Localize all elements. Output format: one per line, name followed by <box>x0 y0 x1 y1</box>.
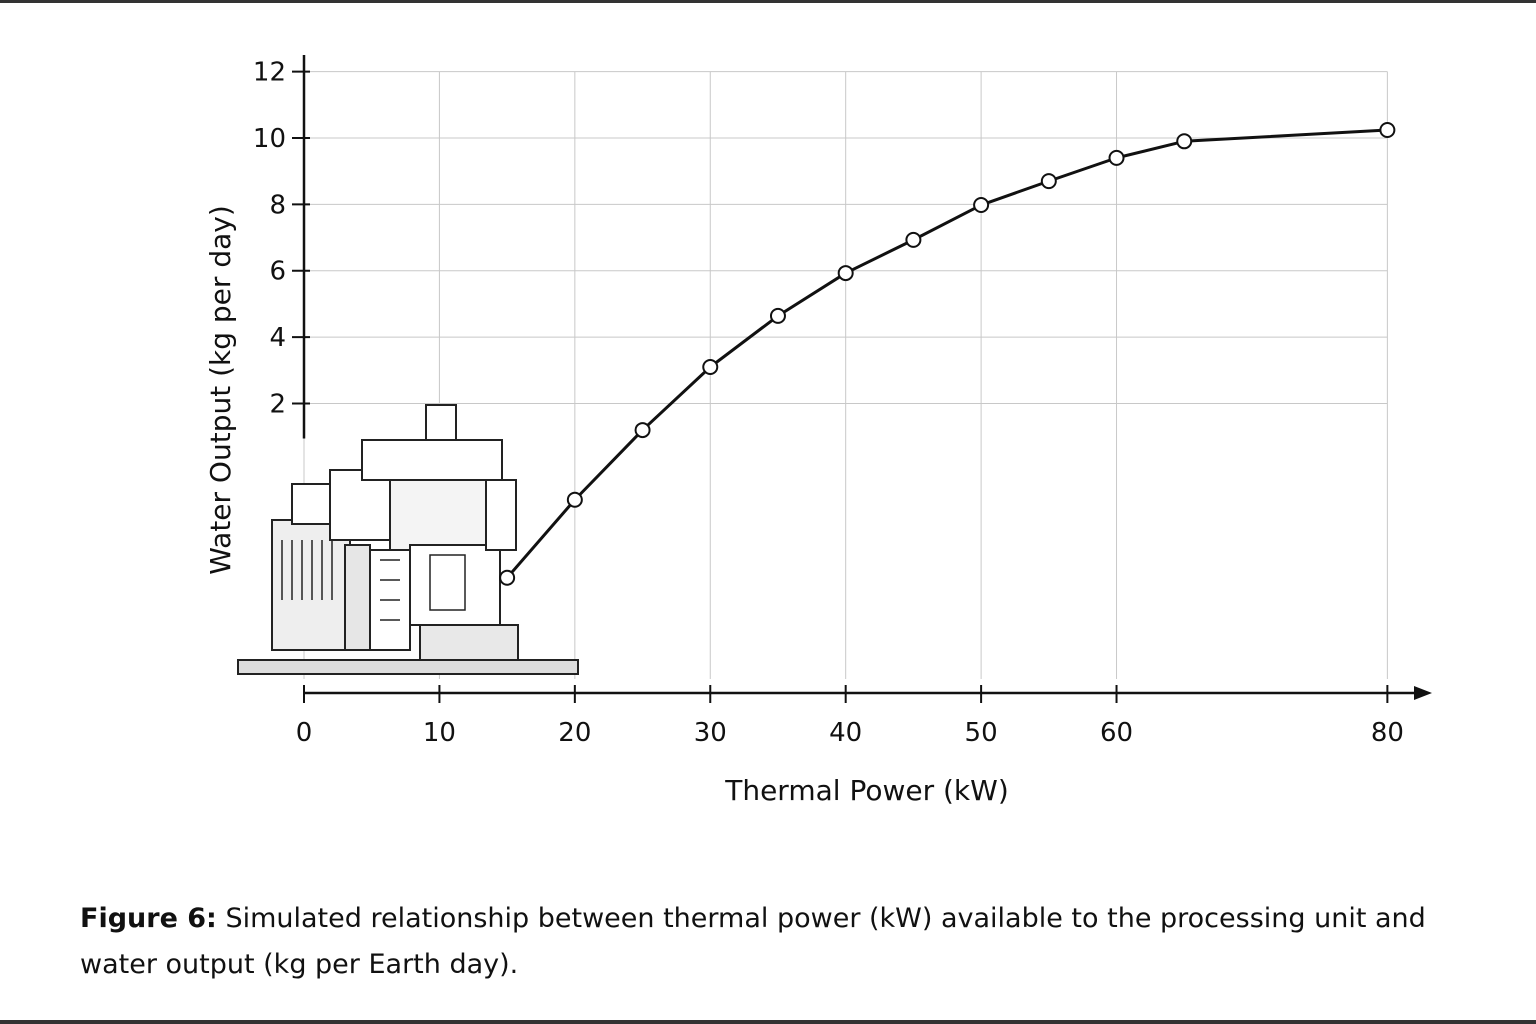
bottom-border <box>0 1020 1536 1024</box>
x-tick-label: 40 <box>829 718 862 748</box>
y-tick-label: 8 <box>269 190 286 220</box>
x-tick-label: 0 <box>296 718 313 748</box>
data-point <box>837 265 854 282</box>
y-tick-label: 2 <box>269 390 286 420</box>
data-point <box>566 491 583 508</box>
series-line <box>506 128 1388 579</box>
x-axis-label: Thermal Power (kW) <box>724 774 1009 807</box>
y-tick-label: 12 <box>253 58 286 88</box>
x-tick-label: 80 <box>1371 718 1404 748</box>
machine-illustration <box>237 404 579 675</box>
axes: 0 10 20 30 40 50 60 80 2 4 6 8 10 12 <box>253 55 1432 748</box>
caption-label: Figure 6: <box>80 903 217 934</box>
top-border <box>0 0 1536 3</box>
data-point <box>702 359 719 375</box>
caption-text: Simulated relationship between thermal p… <box>80 903 1426 980</box>
x-tick-label: 30 <box>694 718 727 748</box>
data-point <box>634 422 651 439</box>
data-point <box>499 569 516 586</box>
data-point <box>905 231 922 248</box>
x-axis-arrow <box>1414 686 1432 700</box>
data-point <box>1040 173 1057 190</box>
y-tick-label: 10 <box>253 124 286 154</box>
data-point <box>769 307 786 324</box>
y-tick-label: 6 <box>269 257 286 287</box>
y-axis-label: Water Output (kg per day) <box>204 205 237 574</box>
data-point <box>1379 122 1396 139</box>
x-tick-label: 20 <box>558 718 591 748</box>
data-point <box>973 197 990 214</box>
x-tick-label: 10 <box>423 718 456 748</box>
x-tick-label: 60 <box>1100 718 1133 748</box>
x-tick-label: 50 <box>965 718 998 748</box>
plot <box>499 122 1396 586</box>
data-point <box>1108 149 1125 166</box>
figure-caption: Figure 6: Simulated relationship between… <box>80 896 1490 988</box>
data-point <box>1176 133 1193 150</box>
y-tick-label: 4 <box>269 323 286 353</box>
grid <box>303 71 1388 679</box>
